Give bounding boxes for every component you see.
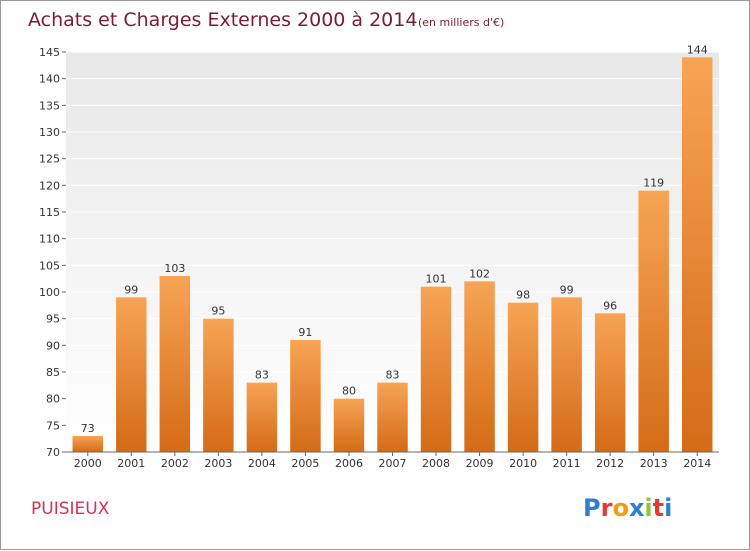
y-tick-label: 145	[39, 46, 60, 59]
logo-letter: i	[644, 494, 652, 522]
value-label-2012: 96	[603, 299, 617, 312]
bar-2002	[159, 276, 191, 452]
value-label-2010: 98	[516, 289, 530, 302]
x-tick-label-2008: 2008	[422, 457, 450, 470]
y-tick-label: 95	[46, 313, 60, 326]
x-tick-label-2007: 2007	[379, 457, 407, 470]
place-name: PUISIEUX	[31, 499, 110, 519]
value-label-2003: 95	[211, 305, 225, 318]
bar-2000	[72, 436, 104, 452]
bar-2012	[594, 313, 626, 452]
chart-subtitle: (en milliers d'€)	[418, 16, 504, 29]
x-tick-label-2002: 2002	[161, 457, 189, 470]
logo-letter: i	[664, 494, 672, 522]
y-tick-label: 70	[46, 446, 60, 459]
logo-letter: x	[629, 494, 645, 522]
chart-title: Achats et Charges Externes 2000 à 2014	[28, 9, 417, 31]
x-tick-label-2000: 2000	[74, 457, 102, 470]
bar-2009	[464, 281, 495, 452]
bar-2001	[116, 297, 147, 452]
y-tick-label: 90	[46, 339, 60, 352]
x-tick-label-2006: 2006	[335, 457, 363, 470]
x-tick-label-2012: 2012	[596, 457, 624, 470]
bars	[72, 57, 713, 452]
y-tick-label: 105	[39, 259, 60, 272]
x-tick-label-2001: 2001	[117, 457, 145, 470]
bar-2005	[290, 340, 321, 452]
x-tick-label-2009: 2009	[466, 457, 494, 470]
bar-2014	[681, 57, 713, 452]
bar-2008	[420, 286, 452, 452]
x-tick-label-2003: 2003	[204, 457, 232, 470]
bar-2010	[507, 302, 539, 452]
value-label-2013: 119	[643, 177, 664, 190]
y-tick-label: 80	[46, 393, 60, 406]
bar-2011	[551, 297, 582, 452]
value-labels: 73 99 103 95 83 91 80 83 101 102 98 99 96 119 144	[81, 43, 708, 435]
logo-letter: r	[601, 494, 613, 522]
y-tick-label: 100	[39, 286, 60, 299]
value-label-2014: 144	[687, 43, 708, 56]
bar-2006	[333, 398, 365, 452]
bar-2004	[246, 382, 278, 452]
y-tick-label: 135	[39, 99, 60, 112]
value-label-2002: 103	[164, 262, 185, 275]
value-label-2000: 73	[81, 422, 95, 435]
value-label-2008: 101	[426, 273, 447, 286]
logo-letter: t	[653, 494, 664, 522]
value-label-2001: 99	[124, 283, 138, 296]
y-tick-label: 125	[39, 153, 60, 166]
y-tick-label: 120	[39, 179, 60, 192]
bar-2013	[638, 190, 669, 452]
y-tick-label: 75	[46, 419, 60, 432]
y-tick-label: 115	[39, 206, 60, 219]
bar-2003	[203, 318, 234, 452]
value-label-2006: 80	[342, 385, 356, 398]
x-tick-label-2014: 2014	[683, 457, 711, 470]
y-tick-label: 85	[46, 366, 60, 379]
value-label-2009: 102	[469, 267, 490, 280]
y-axis: 70 75 80 85 90 95 100 105 110 115 120 125 130 135 140 1…	[39, 46, 66, 459]
value-label-2007: 83	[386, 369, 400, 382]
y-tick-label: 130	[39, 126, 60, 139]
y-tick-label: 110	[39, 233, 60, 246]
logo-letter: P	[583, 494, 601, 522]
x-tick-label-2013: 2013	[640, 457, 668, 470]
value-label-2004: 83	[255, 369, 269, 382]
bar-2007	[377, 382, 408, 452]
proxiti-logo: Proxiti	[583, 494, 672, 522]
x-axis: 2000 2001 2002 2003 2004 2005 2006 2007 2008 2009…	[74, 452, 711, 470]
value-label-2011: 99	[560, 283, 574, 296]
x-tick-label-2004: 2004	[248, 457, 276, 470]
x-tick-label-2011: 2011	[553, 457, 581, 470]
x-tick-label-2010: 2010	[509, 457, 537, 470]
value-label-2005: 91	[298, 326, 312, 339]
y-tick-label: 140	[39, 73, 60, 86]
logo-letter: o	[612, 494, 629, 522]
x-tick-label-2005: 2005	[291, 457, 319, 470]
